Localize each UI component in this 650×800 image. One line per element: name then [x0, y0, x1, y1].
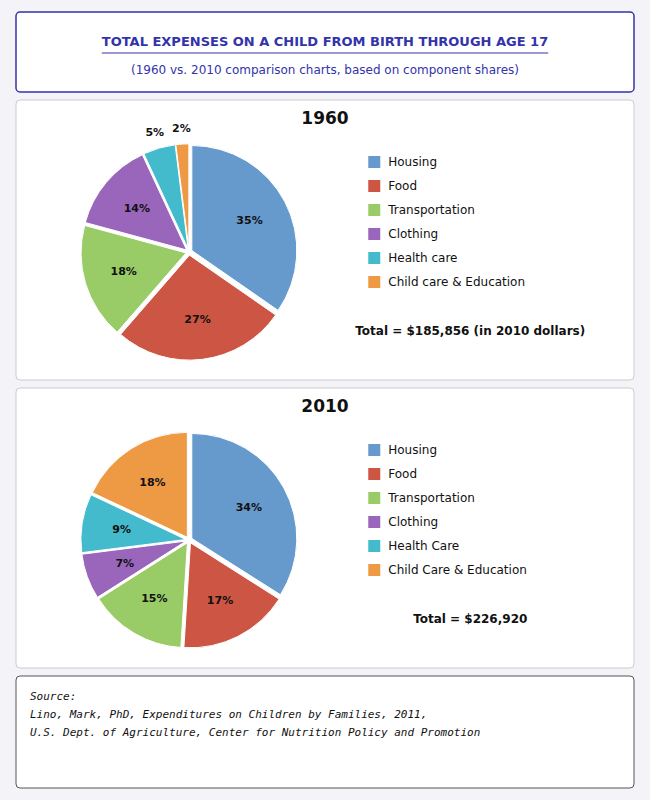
data-labels: 35% 27% 18% 14% 5% 2%: [111, 122, 263, 326]
legend: Housing Food Transportation Clothing Health …: [368, 155, 525, 289]
data-label: 14%: [124, 202, 150, 215]
subtitle: (1960 vs. 2010 comparison charts, based …: [131, 63, 519, 77]
legend-label: Clothing: [388, 227, 438, 241]
pie-panel: 2010 34% 17% 15% 7% 9% 18% Housing Food Transport…: [16, 388, 634, 668]
source-line: Source:: [30, 690, 76, 703]
legend-label: Child care & Education: [388, 275, 525, 289]
legend-swatch: [368, 444, 380, 456]
chart-root: TOTAL EXPENSES ON A CHILD FROM BIRTH THR…: [0, 0, 650, 800]
legend-label: Health Care: [388, 539, 459, 553]
legend-label: Transportation: [387, 491, 475, 505]
data-label: 18%: [111, 265, 137, 278]
pie-slice: [144, 145, 188, 249]
legend-label: Housing: [388, 443, 437, 457]
legend-label: Transportation: [387, 203, 475, 217]
legend-swatch: [368, 492, 380, 504]
data-label: 17%: [207, 594, 233, 607]
legend-label: Housing: [388, 155, 437, 169]
legend-swatch: [368, 180, 380, 192]
data-label: 15%: [141, 592, 167, 605]
legend-label: Health care: [388, 251, 457, 265]
data-label: 35%: [236, 214, 262, 227]
data-labels: 34% 17% 15% 7% 9% 18%: [112, 476, 262, 607]
title-underline: [102, 53, 548, 54]
slices: [81, 432, 297, 647]
source-box: [16, 676, 634, 788]
pie-panel: 1960 35% 27% 18% 14% 5% 2% Housing Food Transport…: [16, 100, 634, 380]
data-label: 7%: [115, 557, 134, 570]
main-title: TOTAL EXPENSES ON A CHILD FROM BIRTH THR…: [102, 34, 548, 49]
legend-swatch: [368, 468, 380, 480]
legend: Housing Food Transportation Clothing Health …: [368, 443, 527, 577]
legend-swatch: [368, 252, 380, 264]
source-note: Source: Lino, Mark, PhD, Expenditures on …: [30, 690, 480, 739]
data-label: 2%: [172, 122, 191, 135]
legend-label: Food: [388, 467, 417, 481]
chart-title: 1960: [301, 108, 348, 128]
slices: [81, 144, 297, 360]
panel-box: [16, 100, 634, 380]
legend-swatch: [368, 156, 380, 168]
legend-swatch: [368, 204, 380, 216]
legend-label: Food: [388, 179, 417, 193]
data-label: 34%: [236, 501, 262, 514]
total-annotation: Total = $226,920: [413, 612, 527, 626]
legend-swatch: [368, 516, 380, 528]
data-label: 9%: [112, 523, 131, 536]
pie-slice: [184, 543, 279, 648]
data-label: 5%: [145, 126, 164, 139]
panel-box: [16, 388, 634, 668]
legend-label: Child Care & Education: [388, 563, 527, 577]
chart-title: 2010: [301, 396, 348, 416]
pie-slice: [92, 432, 187, 537]
legend-swatch: [368, 276, 380, 288]
legend-swatch: [368, 228, 380, 240]
data-label: 27%: [184, 313, 210, 326]
legend-swatch: [368, 540, 380, 552]
header-box: [16, 12, 634, 92]
legend-swatch: [368, 564, 380, 576]
source-line: U.S. Dept. of Agriculture, Center for Nu…: [30, 726, 480, 739]
source-line: Lino, Mark, PhD, Expenditures on Childre…: [30, 708, 427, 721]
legend-label: Clothing: [388, 515, 438, 529]
pie-slice: [176, 144, 189, 249]
total-annotation: Total = $185,856 (in 2010 dollars): [355, 324, 585, 338]
data-label: 18%: [139, 476, 165, 489]
